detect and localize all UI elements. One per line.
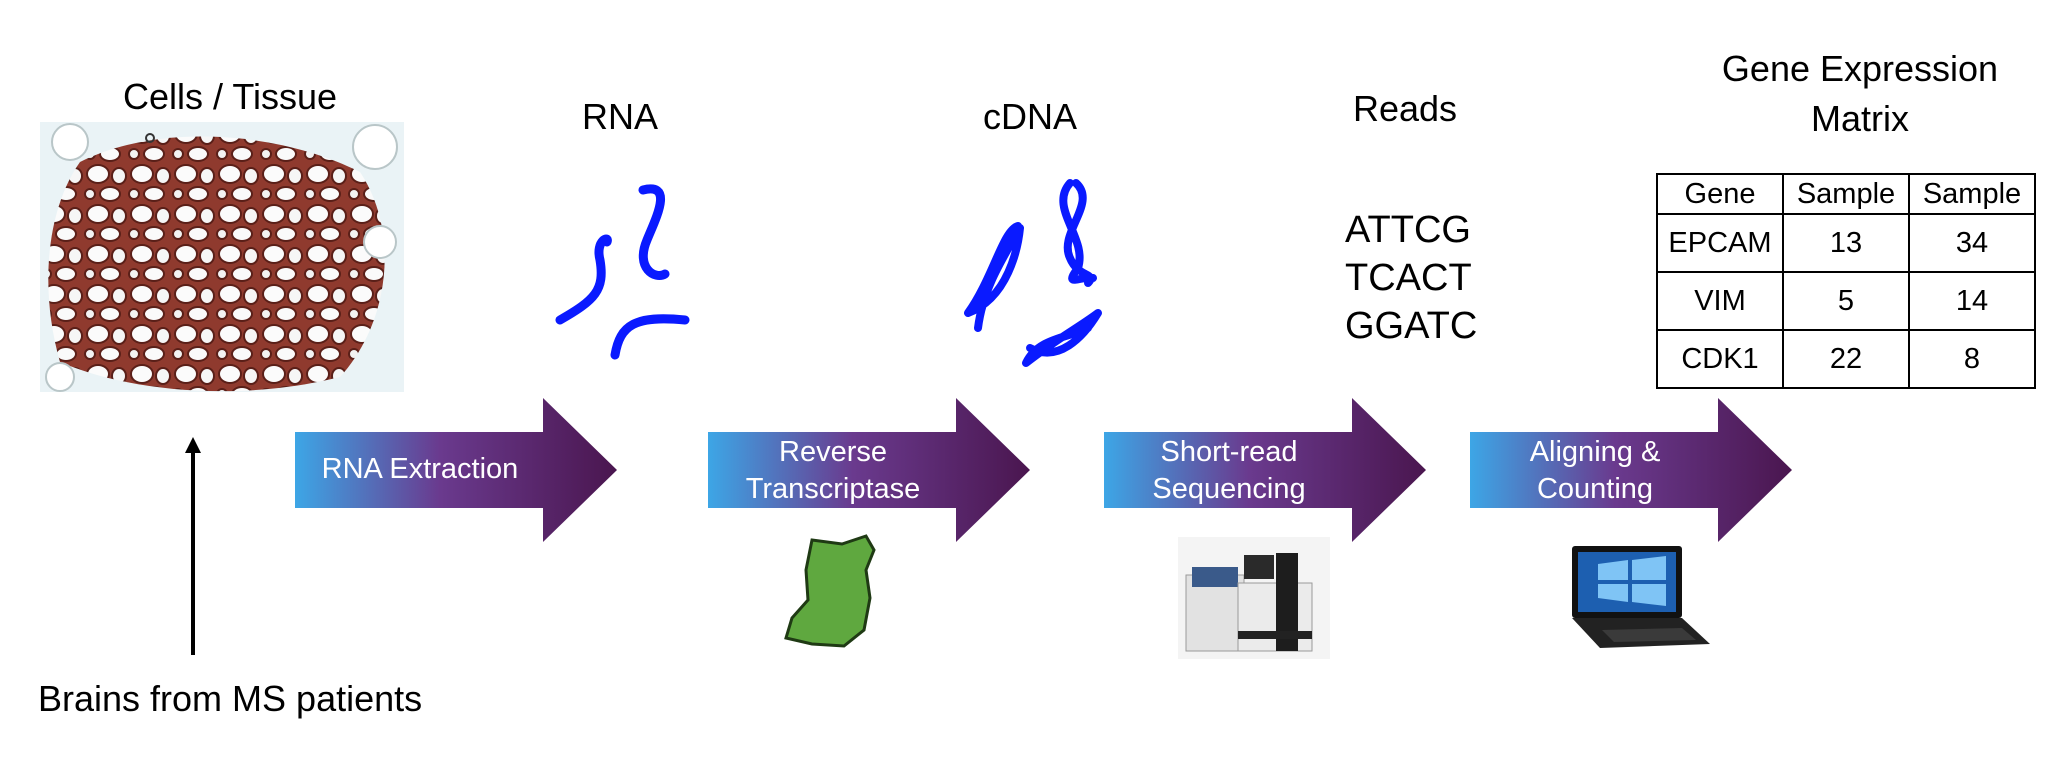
source-label: Brains from MS patients [38,678,423,719]
read-item: GGATC [1345,305,1478,347]
step-arrow-short-read-sequencing [1104,398,1426,542]
sequencer-icon [1178,537,1330,659]
matrix-header-cell: Sample [1782,173,1910,215]
step-label-rna-extraction: RNA Extraction [321,453,519,485]
rna-label: RNA [581,96,658,137]
gene-expression-matrix: Gene Sample Sample EPCAM 13 34 VIM 5 14 … [1656,173,2036,389]
table-row: CDK1 22 8 [1656,329,2036,389]
count-cell: 34 [1908,213,2036,273]
table-row: VIM 5 14 [1656,271,2036,331]
step-label-reverse-transcriptase: Reverse Transcriptase [745,436,921,505]
table-row: EPCAM 13 34 [1656,213,2036,273]
step-arrow-aligning-counting [1470,398,1792,542]
tissue-micrograph [40,122,404,392]
gene-cell: CDK1 [1656,329,1784,389]
matrix-header-row: Gene Sample Sample [1656,173,2036,215]
matrix-header-cell: Gene [1656,173,1784,215]
matrix-title-line2: Matrix [1811,98,1909,139]
cells-tissue-label: Cells / Tissue [122,76,338,117]
reads-label: Reads [1352,88,1458,129]
count-cell: 13 [1782,213,1910,273]
count-cell: 14 [1908,271,2036,331]
step-label-aligning-counting: Aligning & Counting [1529,436,1661,505]
gene-cell: EPCAM [1656,213,1784,273]
rna-strands [555,184,690,360]
laptop-icon [1572,546,1710,648]
enzyme-icon [784,534,876,648]
read-item: ATTCG [1345,209,1471,251]
matrix-header-cell: Sample [1908,173,2036,215]
step-arrow-reverse-transcriptase [708,398,1030,542]
up-arrow [185,437,201,655]
count-cell: 5 [1782,271,1910,331]
step-label-short-read-sequencing: Short-read Sequencing [1152,436,1306,505]
count-cell: 8 [1908,329,2036,389]
gene-cell: VIM [1656,271,1784,331]
matrix-title-line1: Gene Expression [1721,48,1999,89]
cdna-label: cDNA [982,96,1077,137]
read-sequences: ATTCG TCACT GGATC [1345,206,1477,350]
read-item: TCACT [1345,257,1472,299]
cdna-strands [964,179,1102,367]
count-cell: 22 [1782,329,1910,389]
step-arrow-rna-extraction [295,398,617,542]
